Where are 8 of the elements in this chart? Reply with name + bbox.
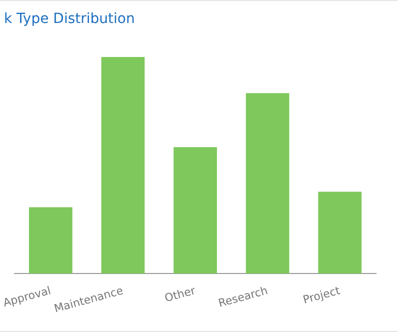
bar [174,147,217,274]
chart-title: k Type Distribution [4,11,135,27]
bar [246,93,290,274]
x-tick-label: Other [163,284,198,305]
bar [318,192,362,274]
bar [28,207,72,274]
bar [101,57,145,274]
x-tick-label: Project [302,284,342,307]
